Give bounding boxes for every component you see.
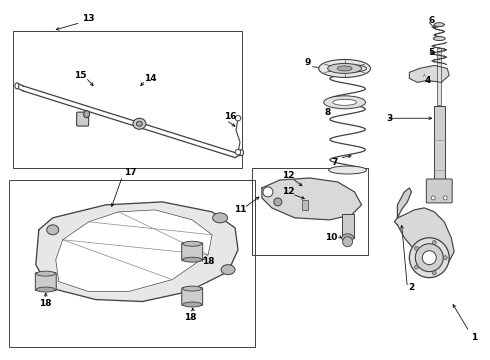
Text: 12: 12	[282, 188, 294, 197]
FancyBboxPatch shape	[182, 288, 203, 306]
FancyBboxPatch shape	[182, 243, 203, 261]
Ellipse shape	[342, 234, 354, 242]
Text: 9: 9	[305, 58, 311, 67]
Text: 5: 5	[428, 48, 435, 57]
Text: 15: 15	[74, 71, 87, 80]
FancyBboxPatch shape	[426, 179, 452, 203]
Polygon shape	[262, 178, 362, 220]
Text: 14: 14	[144, 74, 157, 83]
Text: 12: 12	[282, 171, 294, 180]
Ellipse shape	[328, 63, 362, 73]
Bar	[252, 168, 368, 255]
Text: 10: 10	[325, 233, 338, 242]
Text: 11: 11	[234, 206, 246, 215]
Text: 1: 1	[471, 333, 477, 342]
Ellipse shape	[415, 246, 418, 250]
Ellipse shape	[240, 150, 244, 156]
Ellipse shape	[36, 287, 55, 292]
Ellipse shape	[47, 225, 59, 235]
Ellipse shape	[434, 23, 444, 27]
Ellipse shape	[343, 237, 353, 247]
Ellipse shape	[415, 265, 418, 269]
Text: 3: 3	[386, 114, 392, 123]
Bar	[13, 31, 242, 168]
Ellipse shape	[432, 271, 436, 275]
Bar	[302, 200, 308, 210]
Ellipse shape	[183, 241, 202, 246]
Text: 6: 6	[428, 16, 435, 25]
Ellipse shape	[409, 238, 449, 278]
Ellipse shape	[183, 302, 202, 307]
Ellipse shape	[416, 244, 443, 272]
Ellipse shape	[36, 271, 55, 276]
Ellipse shape	[221, 265, 235, 275]
Ellipse shape	[84, 111, 90, 118]
Text: 18: 18	[184, 313, 196, 322]
Text: 2: 2	[408, 283, 415, 292]
Polygon shape	[397, 188, 412, 218]
Ellipse shape	[324, 96, 366, 109]
Text: 13: 13	[82, 14, 95, 23]
Bar	[434, 106, 445, 188]
Bar	[9, 180, 255, 347]
Ellipse shape	[15, 83, 19, 89]
Text: 8: 8	[324, 108, 331, 117]
Polygon shape	[409, 66, 449, 82]
Ellipse shape	[333, 99, 357, 105]
Ellipse shape	[329, 64, 367, 72]
Polygon shape	[56, 210, 212, 292]
Ellipse shape	[443, 196, 447, 200]
Text: 18: 18	[202, 257, 215, 266]
FancyBboxPatch shape	[35, 273, 56, 291]
Ellipse shape	[443, 256, 447, 260]
Polygon shape	[394, 208, 454, 268]
Ellipse shape	[183, 257, 202, 262]
Text: 4: 4	[424, 76, 431, 85]
Ellipse shape	[433, 37, 445, 41]
Ellipse shape	[431, 196, 435, 200]
FancyBboxPatch shape	[76, 112, 89, 126]
Ellipse shape	[263, 187, 273, 197]
Ellipse shape	[235, 116, 241, 121]
Text: 18: 18	[40, 299, 52, 308]
Ellipse shape	[274, 198, 282, 206]
Polygon shape	[36, 202, 238, 302]
Ellipse shape	[183, 286, 202, 291]
Ellipse shape	[422, 251, 436, 265]
Ellipse shape	[213, 213, 227, 223]
Ellipse shape	[329, 166, 367, 174]
Text: 7: 7	[331, 158, 338, 167]
Ellipse shape	[235, 149, 241, 155]
Text: 17: 17	[124, 167, 137, 176]
Bar	[437, 48, 441, 105]
Ellipse shape	[136, 121, 143, 126]
Ellipse shape	[318, 59, 370, 77]
Ellipse shape	[133, 118, 146, 129]
Text: 16: 16	[224, 112, 236, 121]
Bar	[342, 214, 354, 238]
Ellipse shape	[432, 240, 436, 244]
Ellipse shape	[337, 66, 352, 71]
